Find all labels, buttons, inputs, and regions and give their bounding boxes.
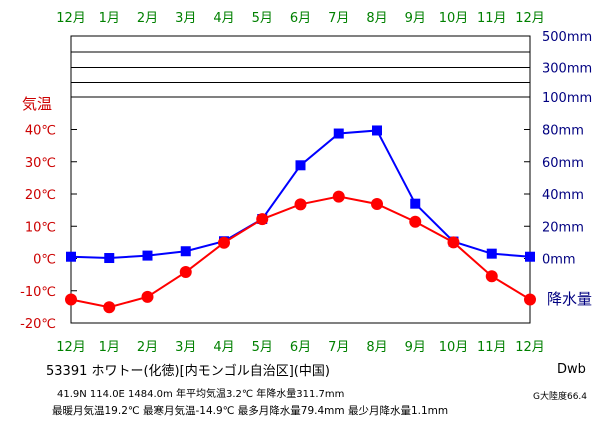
month-label-bottom: 8月 [366,340,387,355]
month-label-top: 4月 [213,11,234,26]
month-label-top: 11月 [477,11,507,26]
temperature-point [524,293,536,306]
bottom-month-labels: 12月 1月 2月 3月 4月 5月 6月 7月 8月 9月 10月 11月 12月 [56,340,545,355]
month-label-top: 12月 [56,11,86,26]
month-label-top: 2月 [137,11,158,26]
precip-tick-label: 100mm [542,91,592,106]
precipitation-point [180,246,191,257]
temperature-line [70,195,531,309]
month-label-top: 1月 [99,11,120,26]
precipitation-line [70,129,531,260]
temp-tick-label: -10℃ [20,285,56,300]
precip-tick-label: 300mm [542,62,592,77]
temperature-point [371,197,383,210]
plot-border [70,35,531,324]
temperature-point [179,266,192,279]
temperature-axis-label: 気温 [22,95,52,113]
precip-tick-label: 40mm [542,188,584,203]
month-label-bottom: 4月 [213,340,234,355]
precip-tick-label: 20mm [542,220,584,235]
precip-tick-label: 0mm [542,253,576,268]
precipitation-axis-label: 降水量 [547,290,592,308]
temperature-point [294,198,307,211]
month-label-top: 6月 [290,11,311,26]
temperature-point [332,190,345,203]
precip-tick-label: 60mm [542,156,584,171]
month-label-top: 7月 [328,11,349,26]
precipitation-point [333,128,344,139]
precipitation-point [295,160,306,171]
station-coordinates: 41.9N 114.0E 1484.0m 年平均気温3.2℃ 年降水量311.7… [57,389,345,400]
temp-tick-label: 40℃ [25,124,56,139]
series-layer [65,125,536,314]
month-label-bottom: 12月 [56,340,86,355]
temperature-point [447,236,460,249]
month-label-bottom: 2月 [137,340,158,355]
precip-tick-label: 80mm [542,124,584,139]
month-label-bottom: 10月 [439,340,469,355]
temperature-point [65,293,77,306]
month-label-top: 9月 [405,11,426,26]
month-label-bottom: 1月 [99,340,120,355]
temp-tick-label: -20℃ [20,317,56,332]
climate-classification: Dwb [557,362,586,377]
month-label-bottom: 11月 [477,340,507,355]
month-label-top: 3月 [175,11,196,26]
month-label-top: 12月 [515,11,545,26]
precipitation-point [525,251,535,262]
month-label-top: 5月 [252,11,273,26]
precipitation-point [486,248,497,259]
month-label-top: 8月 [366,11,387,26]
temp-tick-label: 10℃ [25,220,56,235]
temperature-point [256,213,269,226]
precipitation-point [66,251,76,262]
temperature-point [409,215,422,228]
precipitation-axis-ticks: 500mm 300mm 100mm 80mm 60mm 40mm 20mm 0mm [524,30,592,268]
precipitation-point [372,125,382,136]
temp-tick-label: 20℃ [25,188,56,203]
station-extremes: 最暖月気温19.2℃ 最寒月気温-14.9℃ 最多月降水量79.4mm 最少月降… [52,405,449,417]
temperature-point [141,290,154,303]
precipitation-point [104,253,115,264]
temperature-axis-ticks: 40℃ 30℃ 20℃ 10℃ 0℃ -10℃ -20℃ [20,124,77,332]
precipitation-point [410,198,421,209]
temperature-point [485,270,498,283]
month-label-bottom: 6月 [290,340,311,355]
temperature-point [103,301,116,314]
temperature-point [218,236,230,249]
month-label-bottom: 12月 [515,340,545,355]
month-label-bottom: 9月 [405,340,426,355]
precip-tick-label: 500mm [542,30,592,45]
temp-tick-label: 0℃ [33,253,56,268]
top-month-labels: 12月 1月 2月 3月 4月 5月 6月 7月 8月 9月 10月 11月 12月 [56,11,545,26]
temp-tick-label: 30℃ [25,156,56,171]
continentality-index: G大陸度66.4 [533,392,588,402]
month-label-bottom: 5月 [252,340,273,355]
station-title: 53391 ホワトー(化徳)[内モンゴル自治区](中国) [46,364,330,379]
plot-frame [70,35,531,324]
precipitation-point [142,250,153,261]
month-label-top: 10月 [439,11,469,26]
month-label-bottom: 7月 [328,340,349,355]
month-label-bottom: 3月 [175,340,196,355]
